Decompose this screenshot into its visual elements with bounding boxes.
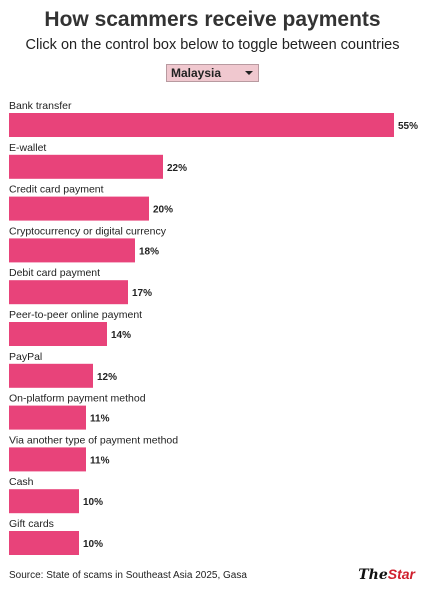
data-label: 10%: [83, 497, 103, 508]
data-label: 11%: [90, 414, 110, 425]
bar: [9, 154, 163, 179]
bar: [9, 489, 79, 514]
data-label: 18%: [139, 246, 159, 257]
logo-the: The: [358, 567, 388, 583]
the-star-logo: TheStar: [358, 566, 415, 583]
bar: [9, 280, 128, 305]
category-label: Bank transfer: [9, 100, 72, 112]
logo-star: Star: [387, 566, 415, 582]
category-label: On-platform payment method: [9, 393, 146, 405]
bar: [9, 322, 107, 346]
category-label: Debit card payment: [9, 267, 100, 279]
data-label: 20%: [153, 205, 173, 216]
category-label: Cash: [9, 476, 34, 488]
chart-subtitle: Click on the control box below to toggle…: [25, 37, 400, 53]
category-label: Peer-to-peer online payment: [9, 309, 142, 321]
data-label: 22%: [167, 163, 187, 174]
bar: [9, 113, 394, 137]
data-label: 12%: [97, 372, 117, 383]
data-label: 11%: [90, 455, 110, 466]
bar: [9, 363, 93, 388]
category-label: Gift cards: [9, 518, 54, 530]
country-dropdown[interactable]: Malaysia: [166, 64, 259, 82]
data-label: 55%: [398, 121, 418, 132]
bar: [9, 531, 79, 555]
category-label: Via another type of payment method: [9, 434, 178, 446]
bar: [9, 405, 86, 430]
data-label: 14%: [111, 330, 131, 341]
bar: [9, 447, 86, 472]
chart-title: How scammers receive payments: [44, 8, 381, 31]
category-label: Credit card payment: [9, 184, 104, 196]
category-label: Cryptocurrency or digital currency: [9, 225, 167, 237]
category-label: PayPal: [9, 351, 42, 363]
category-label: E-wallet: [9, 142, 46, 154]
chevron-down-icon: [245, 71, 253, 75]
source-note: Source: State of scams in Southeast Asia…: [9, 570, 247, 581]
country-dropdown-value: Malaysia: [171, 66, 222, 80]
data-label: 17%: [132, 288, 152, 299]
data-label: 10%: [83, 539, 103, 550]
bar: [9, 196, 149, 221]
bar: [9, 238, 135, 263]
